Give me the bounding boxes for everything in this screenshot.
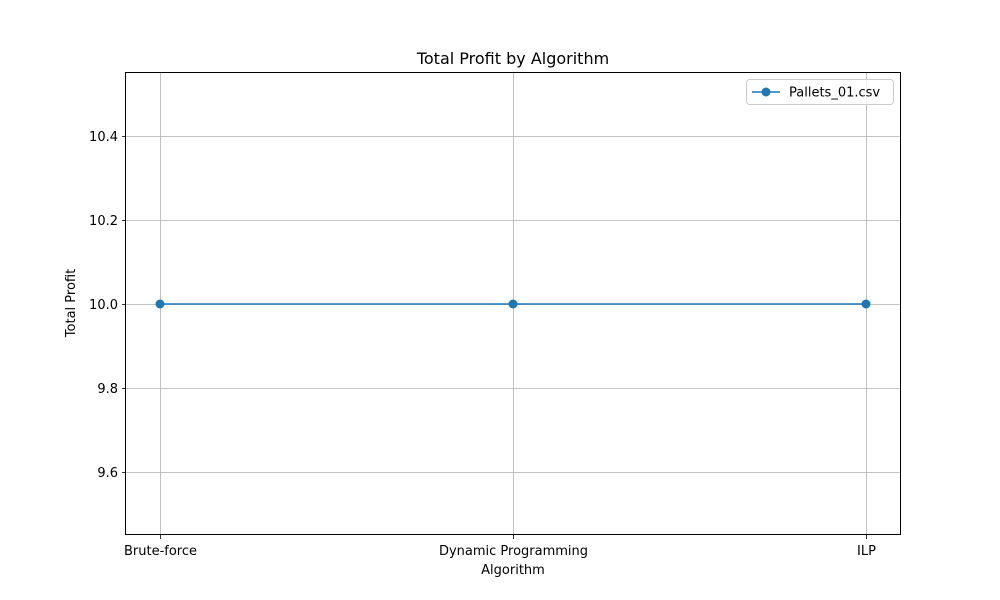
plot-area-frame [125, 72, 901, 535]
x-tick-label: Dynamic Programming [439, 544, 588, 559]
x-tick-label: ILP [857, 544, 876, 559]
chart-title: Total Profit by Algorithm [416, 49, 609, 68]
y-axis-label: Total Profit [64, 269, 79, 338]
legend: Pallets_01.csv [746, 79, 894, 105]
y-tick-label: 10.0 [89, 298, 118, 313]
legend-entry-label: Pallets_01.csv [789, 86, 880, 101]
y-tick-label: 9.6 [97, 466, 118, 481]
y-tick-label: 10.2 [89, 214, 118, 229]
legend-marker-sample [761, 87, 771, 97]
x-tick-label: Brute-force [124, 544, 197, 559]
y-tick-label: 9.8 [97, 382, 118, 397]
y-tick-label: 10.4 [89, 130, 118, 145]
data-point [508, 299, 518, 309]
ticks: Brute-force Dynamic Programming ILP 9.6 9.8 1… [89, 130, 876, 559]
data-point [861, 299, 871, 309]
data-point [155, 299, 165, 309]
legend-box [746, 79, 894, 105]
x-axis-label: Algorithm [481, 563, 545, 578]
series-layer [155, 299, 871, 309]
